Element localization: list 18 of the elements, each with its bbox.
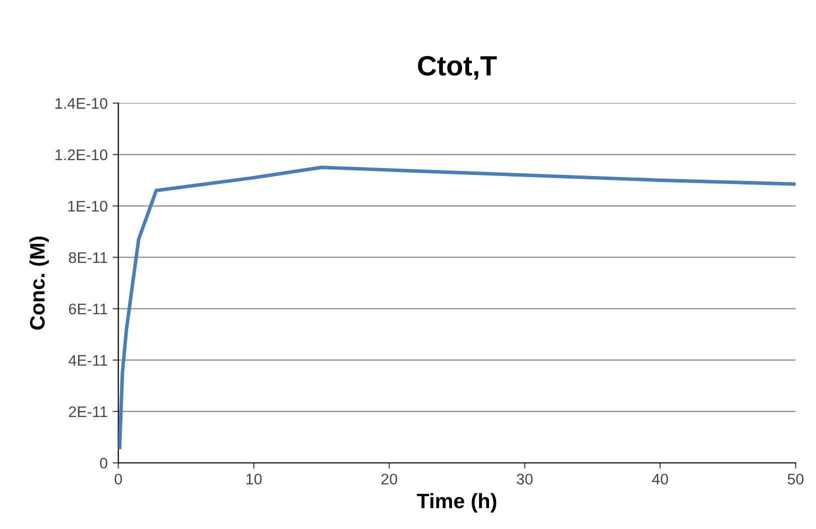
x-tick-label: 30 [516,474,533,485]
y-tick-label: 1E-10 [68,200,108,212]
y-tick-label: 2E-11 [69,406,108,418]
y-tick-label: 4E-11 [68,355,108,366]
y-axis-title: Conc. (M) [29,236,49,330]
x-axis-title: Time (h) [416,493,496,513]
y-tick-label: 8E-11 [68,252,108,264]
y-tick-label: 0 [100,458,108,469]
x-tick-label: 50 [788,474,804,485]
x-tick-label: 0 [114,474,122,485]
x-tick-label: 40 [652,474,668,485]
y-tick-label: 1.4E-10 [56,98,108,109]
y-tick-label: 6E-11 [69,304,108,314]
x-tick-label: 10 [246,474,262,485]
chart-title: Ctot,T [418,56,497,80]
x-tick-label: 20 [382,474,398,485]
line-series [118,166,796,450]
y-tick-label: 1.2E-10 [56,149,108,160]
